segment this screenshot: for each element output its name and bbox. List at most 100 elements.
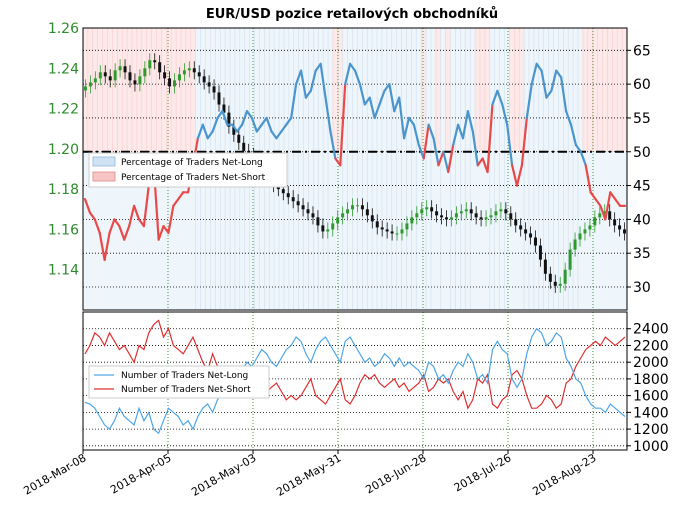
top-legend-box <box>88 152 288 188</box>
pct-segment <box>471 130 479 167</box>
pct-segment <box>294 69 303 86</box>
band-net-short <box>479 28 486 152</box>
candle-body <box>138 76 142 85</box>
pct-segment <box>540 69 548 99</box>
band-net-short <box>612 28 618 152</box>
band-net-long <box>288 28 295 310</box>
band-net-short <box>622 28 628 152</box>
band-net-long <box>440 28 447 310</box>
band-net-short-lower <box>136 151 143 310</box>
band-net-short-lower <box>602 151 608 310</box>
pct-segment <box>260 116 268 126</box>
band-net-short-lower <box>87 151 94 310</box>
pct-segment <box>530 62 538 86</box>
pct-segment <box>569 123 578 147</box>
band-net-short-lower <box>337 151 344 310</box>
band-net-short <box>151 28 158 152</box>
price-axis: 1.14 1.16 1.18 1.20 1.22 1.24 1.26 <box>48 21 79 279</box>
band-net-short <box>190 28 197 152</box>
candle-body <box>192 68 196 73</box>
candle-body <box>331 223 335 230</box>
count-tick-label: 1800 <box>633 372 669 388</box>
pct-segment <box>245 110 254 120</box>
band-net-long <box>298 28 305 310</box>
candle-body <box>163 72 167 79</box>
candle-body <box>341 213 345 218</box>
band-net-short-lower <box>421 151 427 310</box>
band-net-short <box>421 28 427 152</box>
date-tick-label: 2018-Mar-08 <box>21 451 88 497</box>
band-net-short-lower <box>514 151 520 310</box>
count-tick-label: 2000 <box>633 355 669 371</box>
band-net-short <box>597 28 603 152</box>
band-net-short <box>617 28 623 152</box>
band-net-long <box>377 28 383 310</box>
band-net-short-lower <box>519 151 525 310</box>
pct-tick-label: 40 <box>633 212 651 228</box>
count-tick-label: 1000 <box>633 439 669 455</box>
band-net-short-lower <box>185 151 192 310</box>
pct-segment <box>461 110 470 140</box>
pct-segment <box>216 110 224 120</box>
candle-body <box>435 211 439 216</box>
band-net-short <box>117 28 123 152</box>
pct-segment <box>589 191 597 201</box>
pct-segment <box>196 123 204 140</box>
band-net-short <box>122 28 128 152</box>
band-net-long <box>533 28 540 310</box>
band-net-short-lower <box>112 151 118 310</box>
candle-body <box>445 217 448 220</box>
pct-segment <box>555 69 563 79</box>
candle-body <box>316 217 320 226</box>
pct-tick-label: 50 <box>633 145 651 161</box>
candle-body <box>375 221 379 228</box>
pct-segment <box>442 150 450 174</box>
band-net-long <box>416 28 422 310</box>
band-net-short <box>332 28 339 152</box>
candle-body <box>538 245 542 260</box>
candle-body <box>103 72 107 77</box>
candle-body <box>479 217 483 220</box>
candle-body <box>202 76 206 83</box>
pct-segment <box>491 89 499 106</box>
band-net-long <box>411 28 417 310</box>
candle-body <box>593 217 597 226</box>
band-net-short <box>582 28 589 152</box>
pct-segment <box>545 89 553 99</box>
candle-body <box>608 211 612 220</box>
band-net-short-lower <box>132 151 138 310</box>
band-net-long <box>372 28 378 310</box>
band-net-short-lower <box>146 151 153 310</box>
candle-body <box>242 142 246 151</box>
band-net-long <box>499 28 505 310</box>
count-tick-label: 1600 <box>633 389 669 405</box>
candle-body <box>123 66 127 73</box>
price-tick-label: 1.16 <box>48 222 79 238</box>
band-net-short-lower <box>484 151 491 310</box>
candle-body <box>464 209 468 212</box>
candle-body <box>351 205 355 210</box>
pct-segment <box>128 204 136 228</box>
pct-tick-label: 60 <box>633 77 651 93</box>
band-net-long <box>396 28 403 310</box>
pct-segment <box>579 150 587 167</box>
legend-label-net-long-pct: Percentage of Traders Net-Long <box>121 158 263 168</box>
pct-segment <box>496 89 504 106</box>
pct-segment <box>368 96 376 120</box>
price-sentiment-panel: 1.14 1.16 1.18 1.20 1.22 1.24 1.26 30 35 40 45 50 5… <box>48 21 651 311</box>
band-net-short-lower <box>479 151 486 310</box>
pct-segment <box>309 69 317 92</box>
pct-segment <box>447 143 455 174</box>
band-net-long <box>293 28 300 310</box>
candle-body <box>489 215 493 218</box>
band-net-long <box>328 28 334 310</box>
pct-segment <box>417 143 425 160</box>
pct-segment <box>348 62 357 72</box>
band-net-short <box>166 28 172 152</box>
band-net-long <box>528 28 535 310</box>
pct-segment <box>270 130 278 140</box>
band-net-long <box>538 28 545 310</box>
candle-body <box>98 72 102 79</box>
date-axis: 2018-Mar-08 2018-Apr-05 2018-May-03 2018-Ma… <box>21 450 599 499</box>
